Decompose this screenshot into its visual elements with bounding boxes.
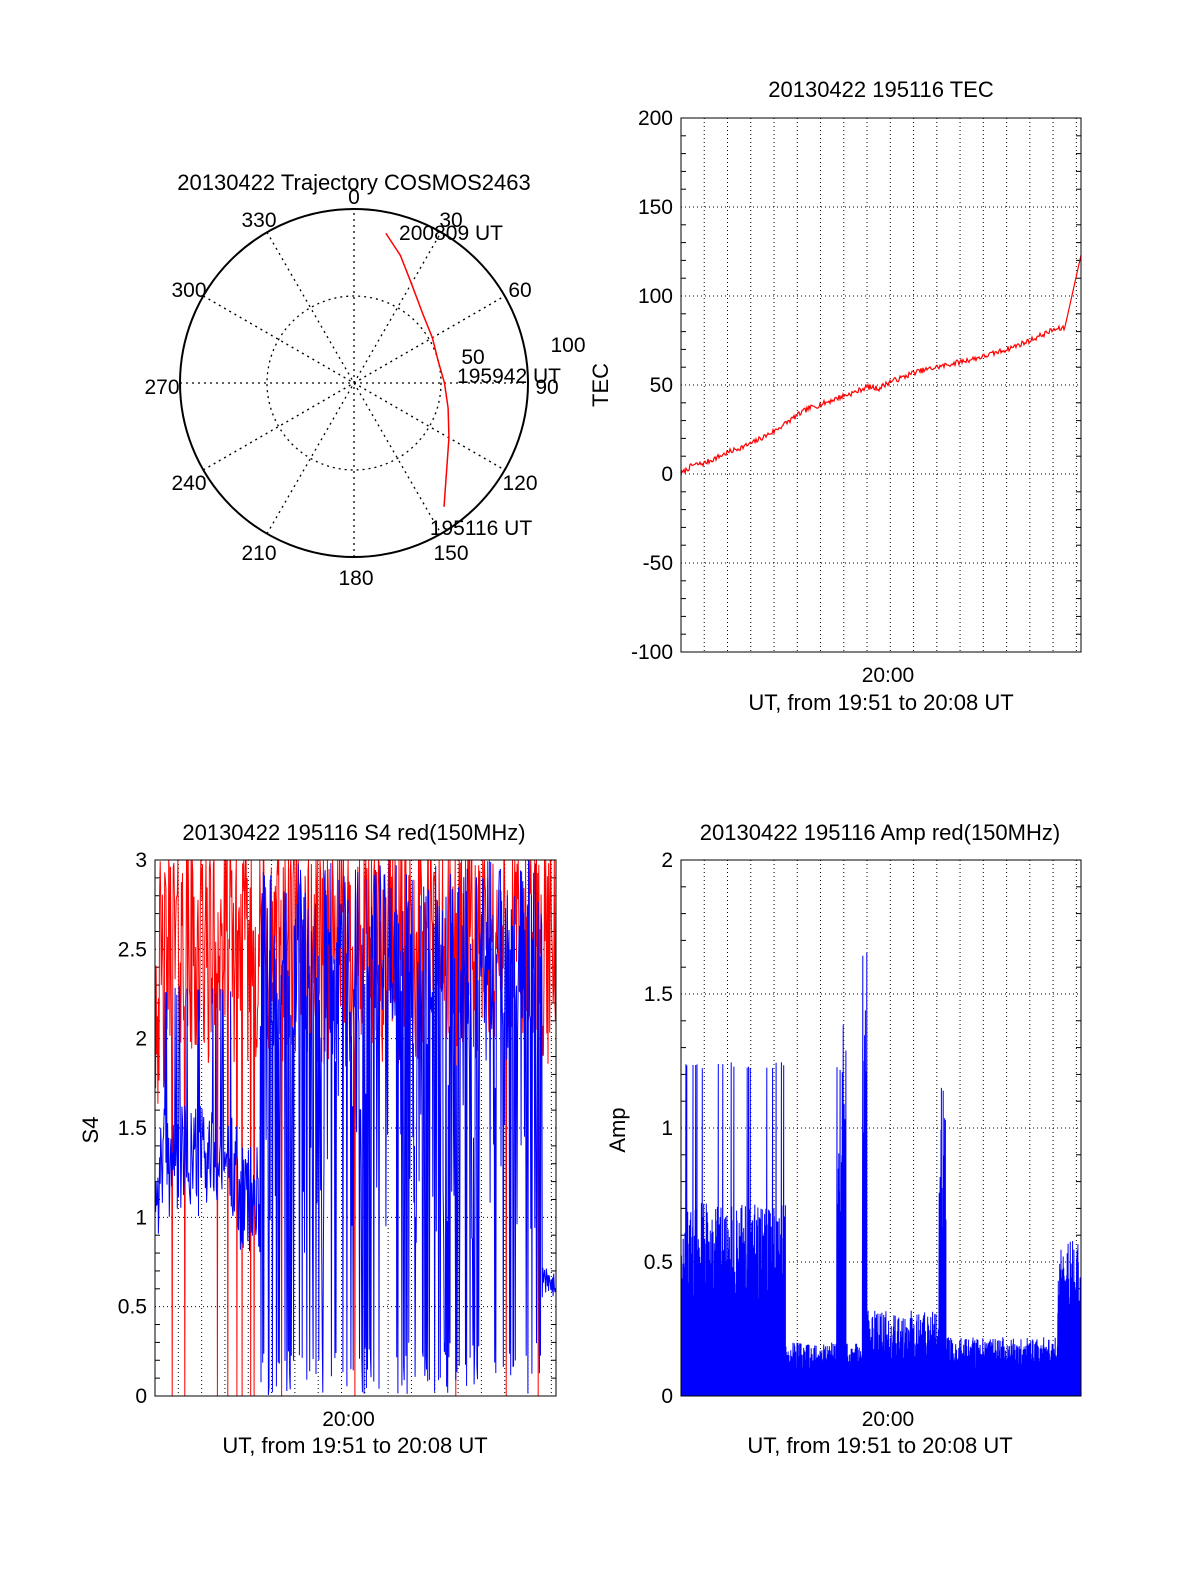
s4-x-tick-labels: 20:00 (322, 1408, 375, 1431)
tec-y-tick-label: -50 (643, 552, 673, 575)
s4-panel: 20130422 195116 S4 red(150MHz) 0 0.5 1 1.5 2… (78, 820, 557, 1458)
amp-x-tick-labels: 20:00 (862, 1408, 915, 1431)
amp-plot-frame (680, 859, 1082, 1397)
tec-y-tick-label: 200 (638, 107, 673, 130)
s4-xlabel: UT, from 19:51 to 20:08 UT (222, 1433, 487, 1458)
s4-x-tick-label: 20:00 (322, 1408, 375, 1431)
s4-series-blue (154, 860, 557, 1395)
amp-series-blue (680, 952, 1082, 1397)
amp-xlabel: UT, from 19:51 to 20:08 UT (747, 1433, 1012, 1458)
s4-y-tick-label: 3 (135, 849, 147, 872)
polar-grid (180, 209, 528, 557)
polar-angle-label-330: 330 (241, 209, 276, 232)
s4-y-tick-label: 1 (135, 1206, 147, 1229)
tec-title: 20130422 195116 TEC (768, 77, 994, 102)
polar-annotation-1: 195942 UT (457, 365, 561, 388)
amp-y-tick-label: 1 (661, 1117, 673, 1140)
tec-x-tick-labels: 20:00 (862, 664, 915, 687)
polar-angle-label-180: 180 (338, 567, 373, 590)
s4-y-tick-label: 1.5 (118, 1117, 147, 1140)
amp-series (680, 952, 1082, 1397)
tec-ylabel: TEC (588, 363, 613, 407)
tec-y-tick-label: 0 (661, 463, 673, 486)
tec-y-tick-label: -100 (631, 641, 673, 664)
amp-y-tick-label: 0.5 (644, 1251, 673, 1274)
polar-annotations: 200809 UT 195942 UT 195116 UT (399, 222, 561, 540)
amp-y-tick-label: 0 (661, 1385, 673, 1408)
tec-series (680, 254, 1082, 476)
amp-y-tick-label: 1.5 (644, 983, 673, 1006)
amp-grid (681, 860, 1081, 1396)
polar-angle-label-30: 30 (439, 209, 462, 232)
amp-x-tick-label: 20:00 (862, 1408, 915, 1431)
polar-angle-label-270: 270 (144, 376, 179, 399)
tec-panel: 20130422 195116 TEC -100-50050100150200 … (588, 77, 1082, 715)
tec-x-tick-label: 20:00 (862, 664, 915, 687)
s4-ylabel: S4 (78, 1117, 103, 1144)
tec-xlabel: UT, from 19:51 to 20:08 UT (748, 690, 1013, 715)
s4-y-tick-label: 0.5 (118, 1296, 147, 1319)
tec-series-line (680, 254, 1082, 476)
polar-radial-labels: 50 100 (461, 334, 585, 369)
tec-grid (681, 118, 1081, 652)
polar-angle-label-0: 0 (348, 186, 360, 209)
s4-y-tick-labels: 0 0.5 1 1.5 2 2.5 3 (118, 849, 147, 1408)
polar-title: 20130422 Trajectory COSMOS2463 (177, 170, 530, 195)
polar-annotation-0: 200809 UT (399, 222, 503, 245)
s4-y-tick-label: 0 (135, 1385, 147, 1408)
polar-angle-label-150: 150 (433, 542, 468, 565)
polar-angle-label-240: 240 (171, 472, 206, 495)
polar-angle-label-90: 90 (535, 376, 558, 399)
s4-y-tick-label: 2.5 (118, 938, 147, 961)
tec-y-tick-label: 100 (638, 285, 673, 308)
polar-angle-label-210: 210 (241, 542, 276, 565)
polar-spoke-150 (266, 231, 442, 535)
tec-y-tick-labels: -100 -50 0 50 100 150 200 (631, 107, 673, 664)
tec-y-tick-label: 150 (638, 196, 673, 219)
s4-series (154, 859, 557, 1397)
polar-angle-labels: 0 30 60 90 120 150 180 210 240 270 300 330 (144, 186, 558, 590)
polar-ring-50 (266, 295, 442, 471)
tec-y-tick-label: 50 (650, 374, 673, 397)
amp-ylabel: Amp (605, 1107, 630, 1152)
polar-angle-label-120: 120 (502, 472, 537, 495)
amp-title: 20130422 195116 Amp red(150MHz) (700, 820, 1060, 845)
polar-angle-label-300: 300 (171, 279, 206, 302)
polar-series (385, 232, 450, 507)
polar-radial-label-50: 50 (461, 346, 484, 369)
polar-trajectory-line (385, 232, 450, 507)
polar-angle-label-60: 60 (508, 279, 531, 302)
polar-annotation-2: 195116 UT (430, 517, 533, 540)
amp-y-tick-labels: 0 0.5 1 1.5 2 (644, 849, 673, 1408)
s4-plot-frame (154, 859, 557, 1397)
amp-y-tick-label: 2 (661, 849, 673, 872)
polar-radial-label-100: 100 (550, 334, 585, 357)
s4-y-tick-label: 2 (135, 1028, 147, 1051)
polar-outer-circle (179, 208, 529, 558)
amp-panel: 20130422 195116 Amp red(150MHz) 0 0.5 1 1.5… (605, 820, 1082, 1458)
tec-plot-frame (680, 117, 1082, 653)
polar-panel: 20130422 Trajectory COSMOS2463 0 30 60 90 12… (144, 170, 585, 590)
s4-title: 20130422 195116 S4 red(150MHz) (182, 820, 525, 845)
